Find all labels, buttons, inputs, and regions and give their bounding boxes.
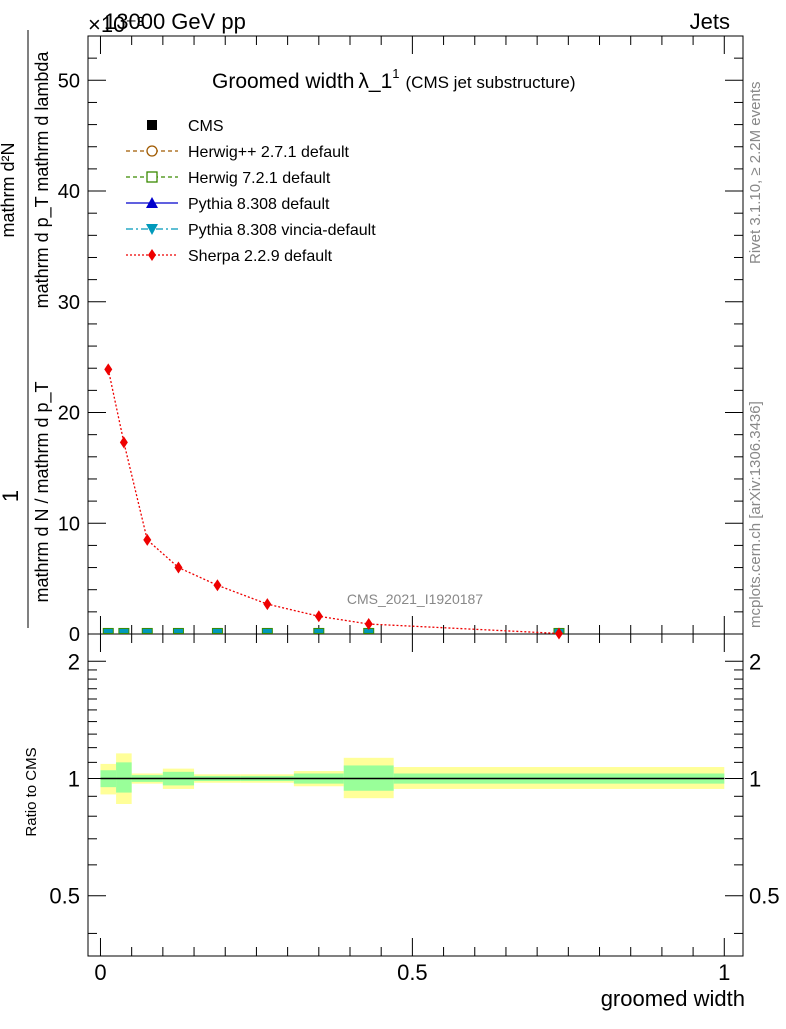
- ratio-band-green-1: [116, 762, 132, 793]
- generator-marker-0: [102, 627, 114, 634]
- generator-marker-3: [172, 627, 184, 634]
- title-main: Groomed width: [212, 70, 354, 93]
- xtick-label: 0: [94, 960, 106, 985]
- upper-axis-ticks: 0 10 20 30 40 50: [58, 57, 743, 646]
- ylabel-rhs-numerator: mathrm d²N: [0, 142, 18, 237]
- sherpa-point-8: [554, 627, 563, 640]
- sherpa-point-6: [314, 610, 323, 623]
- upper-plot-frame: [87, 35, 744, 635]
- legend-label-sherpa: Sherpa 2.2.9 default: [188, 248, 333, 265]
- header-energy: 13000 GeV pp: [104, 9, 246, 34]
- legend-marker-sherpa: [148, 249, 156, 261]
- ylabel-denominator: mathrm d N / mathrm d p_T: [32, 381, 53, 602]
- lower-ytick-label: 0.5: [49, 884, 80, 909]
- sherpa-point-0: [104, 363, 113, 376]
- lower-ytick-label-right: 1: [749, 766, 761, 791]
- rivet-label: Rivet 3.1.10, ≥ 2.2M events: [747, 82, 764, 265]
- legend-label-vincia: Pythia 8.308 vincia-default: [188, 222, 376, 239]
- x-axis-label: groomed width: [601, 986, 745, 1011]
- xtick-label: 0.5: [397, 960, 428, 985]
- sherpa-point-1: [119, 436, 128, 449]
- lower-ytick-label-right: 0.5: [749, 884, 780, 909]
- ylabel-rhs-denominator: mathrm d p_T mathrm d lambda: [32, 51, 53, 309]
- title-subtitle: (CMS jet substructure): [406, 73, 576, 92]
- lower-plot-frame: [87, 633, 744, 957]
- sherpa-point-5: [263, 598, 272, 611]
- x-axis-ticks: 0 0.5 1: [94, 36, 730, 985]
- header-jets: Jets: [690, 9, 730, 34]
- sherpa-point-4: [213, 579, 222, 592]
- sherpa-point-2: [143, 533, 152, 546]
- upper-ytick-label: 50: [58, 70, 80, 92]
- sherpa-series-markers: [104, 363, 563, 640]
- sherpa-series-line: [107, 369, 560, 635]
- lower-axis-ticks: 0.5 0.5 1 1 2 2: [49, 649, 780, 934]
- legend: CMS Herwig++ 2.7.1 default Herwig 7.2.1 de…: [126, 118, 376, 265]
- sherpa-point-7: [364, 618, 373, 631]
- lower-ytick-label-right: 2: [749, 649, 761, 674]
- generator-marker-5: [261, 627, 273, 634]
- xtick-label: 1: [718, 960, 730, 985]
- title-lambda: λ_1: [358, 70, 392, 93]
- header-exponent: ×10⁻³: [88, 12, 144, 37]
- generator-marker-6: [313, 627, 325, 634]
- lower-ytick-label: 1: [68, 766, 80, 791]
- lower-ylabel: Ratio to CMS: [23, 747, 40, 836]
- lower-ytick-label: 2: [68, 649, 80, 674]
- generator-marker-2: [141, 627, 153, 634]
- upper-ytick-label: 0: [69, 624, 80, 646]
- legend-marker-herwig7: [146, 171, 158, 183]
- legend-label-herwigpp: Herwig++ 2.7.1 default: [188, 144, 350, 161]
- plot-title: Groomed width λ_11 (CMS jet substructure): [212, 66, 576, 93]
- watermark: CMS_2021_I1920187: [347, 591, 483, 607]
- legend-marker-cms: [147, 120, 157, 130]
- legend-label-pythia: Pythia 8.308 default: [188, 196, 330, 213]
- legend-marker-herwigpp: [146, 145, 158, 157]
- upper-ytick-label: 20: [58, 403, 80, 425]
- generator-markers: [102, 627, 565, 634]
- legend-marker-pythia: [146, 197, 158, 208]
- generator-marker-1: [118, 627, 130, 634]
- generator-marker-4: [211, 627, 223, 634]
- mcplots-label: mcplots.cern.ch [arXiv:1306.3436]: [747, 401, 764, 628]
- upper-ylabel: 1 mathrm d N / mathrm d p_T mathrm d²N m…: [0, 30, 53, 628]
- title-superscript: 1: [392, 66, 399, 81]
- sherpa-point-3: [174, 561, 183, 574]
- ylabel-numerator: 1: [0, 490, 23, 502]
- legend-label-cms: CMS: [188, 118, 224, 135]
- upper-ytick-label: 40: [58, 181, 80, 203]
- upper-ytick-label: 10: [58, 513, 80, 535]
- upper-ytick-label: 30: [58, 292, 80, 314]
- legend-marker-vincia: [146, 224, 158, 235]
- legend-label-herwig7: Herwig 7.2.1 default: [188, 170, 331, 187]
